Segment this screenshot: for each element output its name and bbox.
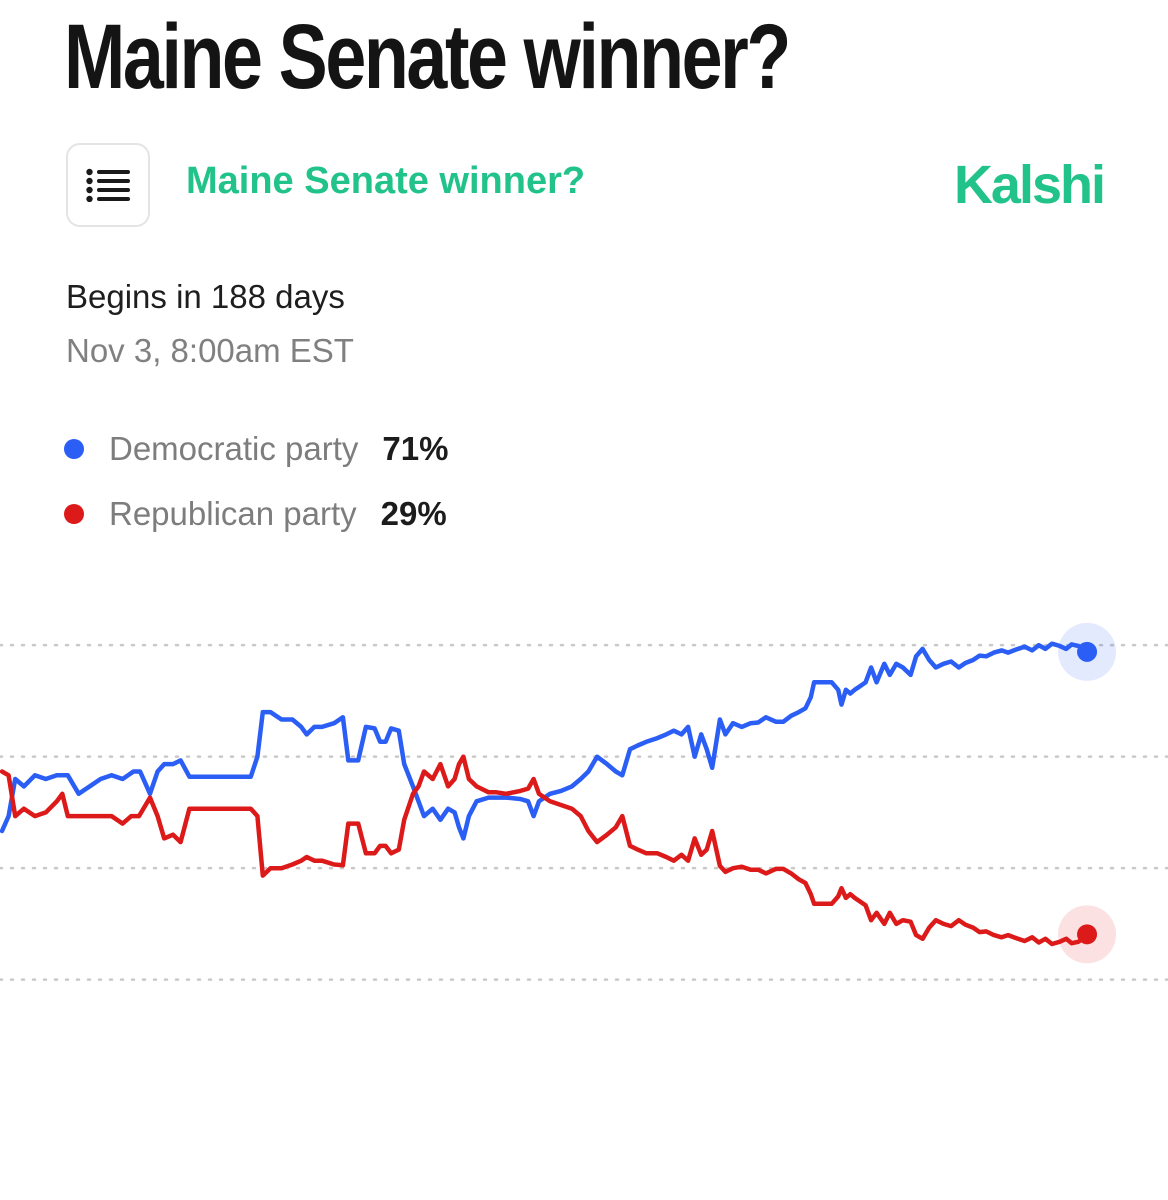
headline: Maine Senate winner? [64,6,791,108]
menu-button[interactable] [66,143,150,227]
legend-value-republican: 29% [380,495,447,532]
legend-name-democratic: Democratic party [109,430,359,467]
list-icon [86,168,130,202]
legend-name-republican: Republican party [109,495,357,532]
endpoint-dot-republican [1077,924,1098,945]
kalshi-logo: Kalshi [953,155,1106,215]
series-line-republican [0,754,1090,947]
legend-democratic: Democratic party 71% [64,430,448,468]
begins-countdown: Begins in 188 days [66,278,345,315]
series-line-democratic [0,641,1090,841]
democratic-dot [64,439,84,459]
price-chart[interactable] [0,580,1168,1140]
start-datetime: Nov 3, 8:00am EST [66,332,354,369]
market-title[interactable]: Maine Senate winner? [186,160,586,202]
republican-dot [64,504,84,524]
endpoint-dot-democratic [1077,641,1098,662]
legend-republican: Republican party 29% [64,495,447,533]
legend-value-democratic: 71% [382,430,449,467]
